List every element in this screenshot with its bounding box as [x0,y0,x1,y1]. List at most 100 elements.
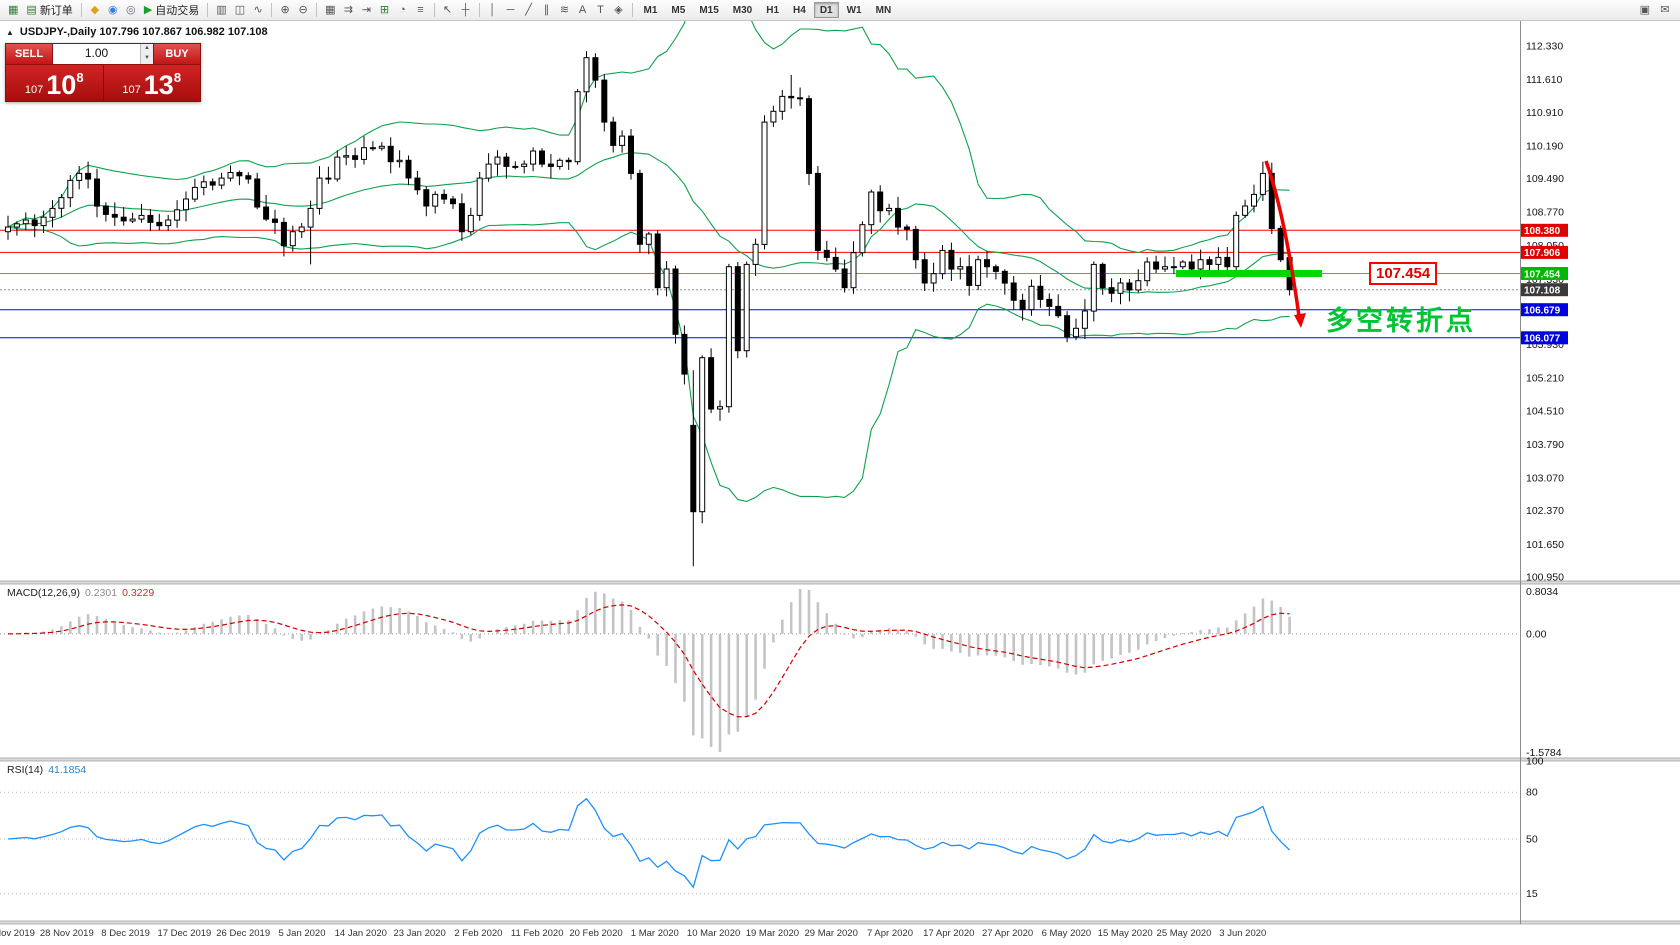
macd-axis-min: -1.5784 [1526,747,1562,759]
svg-text:106.077: 106.077 [1524,334,1561,345]
tile-windows-button[interactable]: ▦ [321,1,339,19]
zoom-in-icon: ⊕ [280,3,290,16]
price-line-tag [1521,223,1568,237]
macd-axis-zero: 0.00 [1526,628,1547,640]
crosshair-button[interactable]: ┼ [457,1,475,19]
zoom-out-button[interactable]: ⊖ [294,1,312,19]
templates-icon: ≡ [417,3,424,16]
shapes-button[interactable]: ◈ [610,1,628,19]
timeframe-m15-button[interactable]: M15 [699,4,719,16]
autotrading-button[interactable]: ▶ 自动交易 [140,1,203,19]
symbol-info-line: ▲ USDJPY-,Daily 107.796 107.867 106.982 … [6,26,268,38]
macd-main-value: 0.2301 [84,587,118,599]
line-chart-icon: ∿ [253,3,263,16]
price-axis-label: 101.650 [1526,539,1564,551]
zoom-out-icon: ⊖ [298,3,308,16]
channel-icon: ∥ [543,3,550,16]
new-order-button[interactable]: ▤ 新订单 [22,1,76,19]
one-click-toggle[interactable]: ▲ [6,27,14,37]
timeframe-w1-button[interactable]: W1 [846,4,862,16]
date-label: 14 Jan 2020 [335,928,387,939]
timeframe-h4-button[interactable]: H4 [793,4,806,16]
chart-window-button[interactable]: ▣ [1636,2,1654,20]
price-axis-label: 105.210 [1526,373,1564,385]
svg-text:107.906: 107.906 [1524,248,1561,259]
horizontal-line-button[interactable]: ─ [502,1,520,19]
indicators-button[interactable]: ⊞ [376,1,394,19]
date-label: 20 Feb 2020 [569,928,622,939]
price-line-tag [1521,283,1568,297]
new-chart-button[interactable]: ▦ [4,1,22,19]
date-label: 19 Mar 2020 [746,928,799,939]
trendline-button[interactable]: ╱ [520,1,538,19]
date-label: 29 Mar 2020 [805,928,858,939]
price-axis-label: 111.610 [1526,74,1563,86]
sell-price-small: 107 [24,84,44,96]
date-label: 17 Dec 2019 [157,928,211,939]
bar-chart-button[interactable]: ▥ [212,1,230,19]
date-label: 15 May 2020 [1098,928,1153,939]
chart-canvas[interactable]: 112.330 111.610 110.910 110.190 109.490 108.7… [0,21,1680,945]
sell-price-panel[interactable]: 107 10 8 [6,65,103,101]
buy-price-panel[interactable]: 107 13 8 [103,65,200,101]
vertical-line-button[interactable]: │ [484,1,502,19]
lot-spinner: ▲ ▼ [140,44,153,64]
timeframe-m1-button[interactable]: M1 [643,4,658,16]
timeframe-h1-button[interactable]: H1 [766,4,780,16]
channel-button[interactable]: ∥ [538,1,556,19]
alert-icon: ◆ [90,3,100,16]
periods-button[interactable]: ◔ [394,1,412,19]
auto-scroll-button[interactable]: ⇉ [340,1,358,19]
mailbox-button[interactable]: ✉ [1656,2,1674,20]
toolbar-separator [631,3,633,17]
lot-increase-button[interactable]: ▲ [141,44,153,54]
fibonacci-icon: ≋ [559,3,570,16]
date-label: 7 Apr 2020 [867,928,913,939]
date-label: 17 Apr 2020 [923,928,974,939]
lot-decrease-button[interactable]: ▼ [141,54,153,64]
down-arrow-annotation [1264,160,1301,317]
indicators-icon: ⊞ [379,3,390,16]
lot-size-field[interactable]: 1.00 ▲ ▼ [52,44,154,64]
text-label-button[interactable]: T [592,1,610,19]
info-button[interactable]: ◎ [122,1,140,19]
community-button[interactable]: ◉ [104,1,122,19]
timeframe-m5-button[interactable]: M5 [671,4,686,16]
autotrading-play-icon: ▶ [143,3,153,16]
macd-axis-max: 0.8034 [1526,586,1558,598]
price-line-tag [1521,331,1568,345]
buy-button[interactable]: BUY [154,44,200,64]
alerts-button[interactable]: ◆ [86,1,104,19]
lot-size-value[interactable]: 1.00 [84,46,109,60]
support-highlight-bar [1176,270,1322,277]
rsi-axis-label: 80 [1526,787,1538,799]
mailbox-icon: ✉ [1660,4,1670,16]
zoom-in-button[interactable]: ⊕ [276,1,294,19]
svg-text:106.679: 106.679 [1524,306,1561,317]
line-chart-button[interactable]: ∿ [249,1,267,19]
price-line-tag [1521,267,1568,280]
buy-price-big: 13 [143,70,174,100]
text-button[interactable]: A [574,1,592,19]
sell-price-sup: 8 [76,70,84,85]
toolbar-separator [433,3,435,17]
rsi-indicator-title: RSI(14) 41.1854 [7,764,86,776]
sell-button[interactable]: SELL [6,44,52,64]
date-label: 26 Dec 2019 [216,928,270,939]
templates-button[interactable]: ≡ [412,1,430,19]
fibonacci-button[interactable]: ≋ [556,1,574,19]
price-axis[interactable]: 112.330 111.610 110.910 110.190 109.490 108.7… [1520,21,1569,924]
date-label: 11 Feb 2020 [511,928,564,939]
timeframe-d1-button[interactable]: D1 [813,2,839,18]
macd-label: MACD(12,26,9) [7,587,80,599]
candlestick-chart-button[interactable]: ◫ [231,1,249,19]
toolbar-separator [207,3,209,17]
time-axis[interactable]: 19 Nov 2019 28 Nov 2019 8 Dec 2019 17 Dec 2… [0,928,1266,939]
timeframe-mn-button[interactable]: MN [875,4,892,16]
chart-shift-button[interactable]: ⇥ [358,1,376,19]
timeframe-m30-button[interactable]: M30 [732,4,753,16]
symbol-ohlc-text: USDJPY-,Daily 107.796 107.867 106.982 10… [19,26,268,38]
price-axis-label: 100.950 [1526,572,1564,584]
date-label: 19 Nov 2019 [0,928,35,939]
cursor-button[interactable]: ↖ [439,1,457,19]
